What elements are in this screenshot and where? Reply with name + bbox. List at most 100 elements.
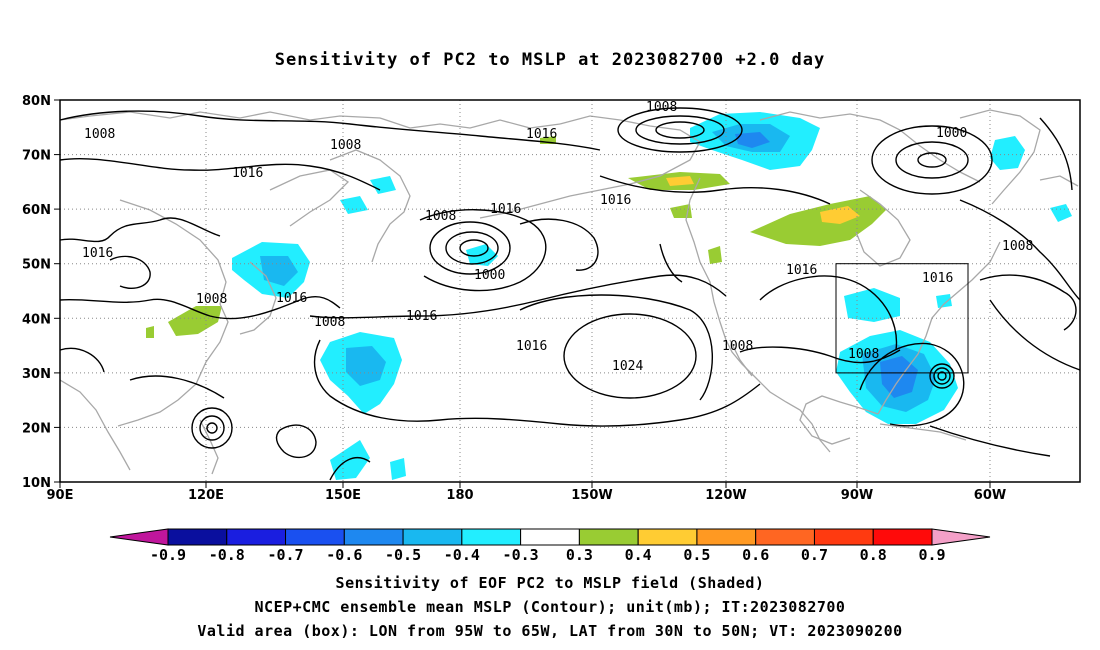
contour-low-alaska-1 [617,107,743,153]
shade-negative-greenland [990,136,1025,170]
lat-label: 10N [22,476,51,491]
colorbar-swatch [167,528,228,546]
lon-label: 60W [974,488,1006,503]
lon-label: 120E [188,488,224,503]
lat-label: 80N [22,94,51,109]
colorbar-label: -0.9 [150,546,186,564]
map-panel: 1008 1008 1008 1016 1000 1016 1016 1008 … [22,94,1081,503]
colorbar-label: -0.5 [385,546,421,564]
contour-line [313,339,761,427]
contour-typhoon-3 [206,422,218,434]
contour-typhoon-2 [199,415,225,441]
colorbar-label: 0.3 [566,546,593,564]
colorbar-swatch [343,528,404,546]
caption-line-1: Sensitivity of EOF PC2 to MSLP field (Sh… [335,574,765,592]
colorbar-swatch [696,528,757,546]
page-title: Sensitivity of PC2 to MSLP at 2023082700… [274,50,826,70]
colorbar-swatch [637,528,698,546]
contour-typhoon-1 [191,407,233,449]
coast-gulf [799,395,879,445]
mslp-contours [59,107,1081,481]
coast-caribbean [879,423,967,441]
coast-japan [239,261,277,335]
colorbar-swatch [755,528,815,546]
contour-line [275,424,317,459]
contour-label: 1008 [84,127,115,142]
contour-hurricane-1 [929,363,955,389]
colorbar-left-arrow [109,528,169,546]
shade-negative-great-lakes-2 [936,294,952,308]
contour-hurricane-2 [933,367,951,385]
colorbar-swatch [285,528,345,546]
contour-low-arctic-2 [895,141,969,179]
coast-east-asia [117,199,229,427]
colorbar-swatch [578,528,639,546]
colorbar-label: -0.7 [267,546,303,564]
shade-positive-china [168,306,222,336]
lat-label: 20N [22,421,51,436]
contour-low-arctic-3 [917,152,947,168]
shade-negative-icelandic [1050,204,1072,222]
contour-line [519,294,714,401]
colorbar-label: 0.5 [683,546,710,564]
valid-area-box [835,263,969,374]
contour-line [979,274,1077,331]
shade-positive-alaska-yellow [666,176,694,186]
colorbar-label: 0.7 [801,546,828,564]
caption-line-2: NCEP+CMC ensemble mean MSLP (Contour); u… [254,598,846,616]
contour-label: 1000 [936,126,967,141]
contour-line [109,255,151,290]
contour-low-pacific-2 [445,231,499,265]
contour-label: 1008 [646,100,677,115]
contour-label: 1016 [922,271,953,286]
lon-label: 180 [446,488,473,503]
coast-siberia [59,111,561,129]
contour-label: 1008 [722,339,753,354]
contour-label: 1016 [786,263,817,278]
contour-label: 1016 [82,246,113,261]
coastlines [59,109,1079,475]
coast-na-east [877,241,1001,415]
shade-positive-small-1 [146,326,154,338]
lon-label: 120W [705,488,746,503]
contour-label: 1016 [406,309,437,324]
contour-labels: 1008 1008 1008 1016 1000 1016 1016 1008 … [82,100,1033,374]
coast-hudson [855,189,911,267]
shade-negative-great-lakes [844,288,900,322]
shade-positive-canada [750,196,886,246]
contour-line [309,274,727,319]
shade-negative-central-pacific-inner [346,346,386,386]
shade-positive-west-coast [708,246,722,264]
contour-line [59,296,341,320]
contour-label: 1008 [330,138,361,153]
coast-indochina [59,379,131,471]
contour-line [59,347,105,373]
coast-na-west [685,177,831,453]
tick-marks [54,99,991,488]
colorbar-swatch [461,528,522,546]
coast-kamchatka [329,149,411,263]
contour-label: 1016 [516,339,547,354]
contour-label: 1016 [490,202,521,217]
contour-label: 1008 [848,347,879,362]
colorbar-swatch [402,528,463,546]
colorbar-swatch [520,528,580,546]
contour-label: 1008 [425,209,456,224]
shade-negative-tropical-2 [390,458,406,480]
caption-line-3: Valid area (box): LON from 95W to 65W, L… [197,622,903,640]
lon-label: 90E [47,488,74,503]
lat-label: 70N [22,149,51,164]
lon-label: 150E [325,488,361,503]
colorbar-right-arrow [931,528,991,546]
contour-line [59,110,601,151]
contour-line [759,275,898,351]
shade-negative-alaska-core [735,132,770,148]
colorbar: -0.9 -0.8 -0.7 -0.6 -0.5 -0.4 -0.3 0.3 0.4 0.5 0.6… [109,528,991,564]
contour-low-arctic-1 [871,125,993,195]
colorbar-label: -0.8 [209,546,245,564]
shade-positive-canada-yellow [820,206,860,224]
colorbar-label: -0.6 [326,546,362,564]
contour-label: 1008 [314,315,345,330]
contour-line [989,299,1081,371]
